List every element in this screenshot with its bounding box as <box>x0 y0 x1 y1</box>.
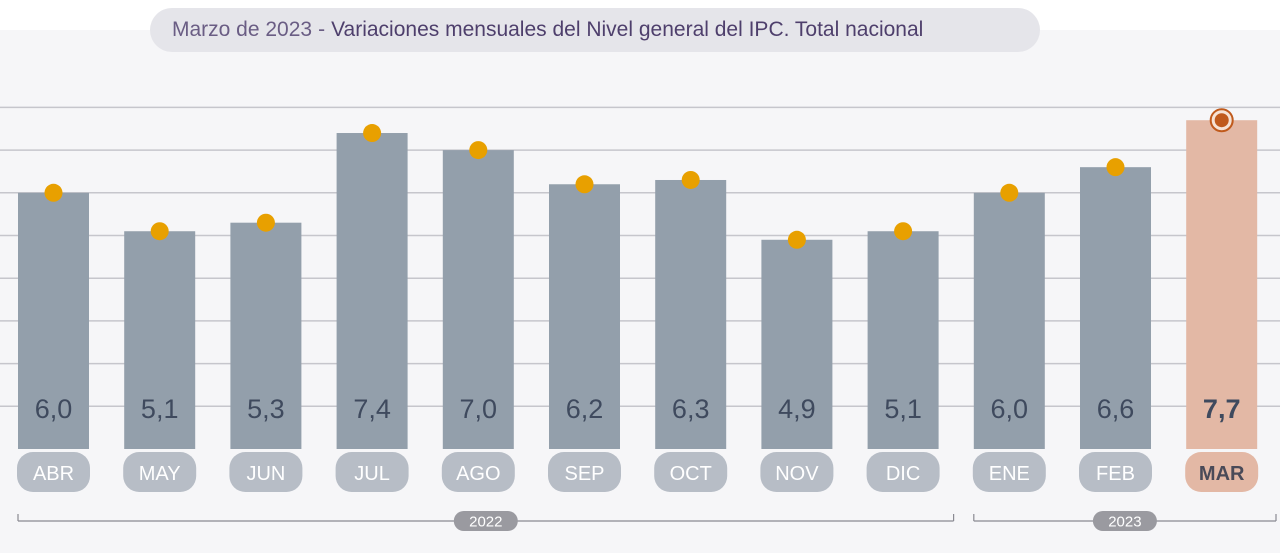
chart-title: Variaciones mensuales del Nivel general … <box>331 18 924 41</box>
month-label: MAY <box>139 463 181 485</box>
month-pill <box>548 452 621 492</box>
marker-dot-center <box>1214 113 1229 128</box>
bar-abr <box>18 192 89 450</box>
year-pill <box>1092 511 1157 531</box>
value-label: 7,7 <box>1203 394 1241 424</box>
month-pill <box>335 452 409 492</box>
chart-background <box>0 30 1280 553</box>
marker-dot <box>44 183 63 202</box>
month-pill <box>441 452 515 492</box>
month-label: ENE <box>989 463 1030 485</box>
value-label: 6,3 <box>672 394 710 424</box>
month-pill <box>17 452 90 492</box>
bar-ago <box>442 150 514 449</box>
marker-dot <box>681 170 700 189</box>
month-pill <box>972 452 1046 492</box>
month-label: NOV <box>775 463 819 485</box>
value-label: 6,0 <box>35 394 73 424</box>
value-label: 5,3 <box>247 394 285 424</box>
month-label: AGO <box>456 463 500 485</box>
month-label: ABR <box>33 463 74 485</box>
bar-nov <box>761 239 833 449</box>
marker-dot <box>1000 183 1019 202</box>
month-label: FEB <box>1096 463 1135 485</box>
bar-jun <box>230 222 302 449</box>
year-label: 2023 <box>1108 514 1141 531</box>
month-pill <box>123 452 197 492</box>
value-label: 5,1 <box>141 394 179 424</box>
year-label: 2022 <box>469 514 502 531</box>
bar-feb <box>1080 167 1151 449</box>
month-label: JUL <box>354 463 390 485</box>
marker-dot <box>363 124 382 143</box>
title-separator: - <box>318 18 326 41</box>
marker-dot <box>894 222 913 241</box>
month-label: MAR <box>1199 463 1245 485</box>
marker-dot <box>1106 158 1125 177</box>
month-label: OCT <box>670 463 712 485</box>
month-label: JUN <box>246 463 285 485</box>
marker-dot <box>787 230 806 249</box>
year-pill <box>453 511 518 531</box>
value-label: 6,0 <box>991 394 1029 424</box>
value-label: 6,2 <box>566 394 604 424</box>
month-pill <box>760 452 834 492</box>
value-label: 5,1 <box>884 394 922 424</box>
month-pill <box>1185 452 1259 492</box>
month-pill <box>654 452 728 492</box>
month-label: SEP <box>564 463 604 485</box>
chart-date: Marzo de 2023 <box>172 18 313 41</box>
month-label: DIC <box>886 463 920 485</box>
bar-jul <box>336 133 408 449</box>
marker-dot <box>150 222 169 241</box>
marker-dot <box>469 141 488 160</box>
chart-title-pill: Marzo de 2023 - Variaciones mensuales de… <box>150 8 1040 52</box>
marker-dot <box>256 213 275 232</box>
value-label: 4,9 <box>778 394 816 424</box>
bar-dic <box>867 231 939 449</box>
month-pill <box>1079 452 1152 492</box>
bar-ene <box>973 192 1045 450</box>
bar-may <box>124 231 196 449</box>
bar-mar <box>1186 120 1258 450</box>
month-pill <box>229 452 303 492</box>
bar-sep <box>549 184 620 449</box>
value-label: 6,6 <box>1097 394 1135 424</box>
value-label: 7,4 <box>353 394 391 424</box>
month-pill <box>866 452 940 492</box>
value-label: 7,0 <box>460 394 498 424</box>
marker-dot <box>575 175 594 194</box>
bar-oct <box>655 179 727 450</box>
